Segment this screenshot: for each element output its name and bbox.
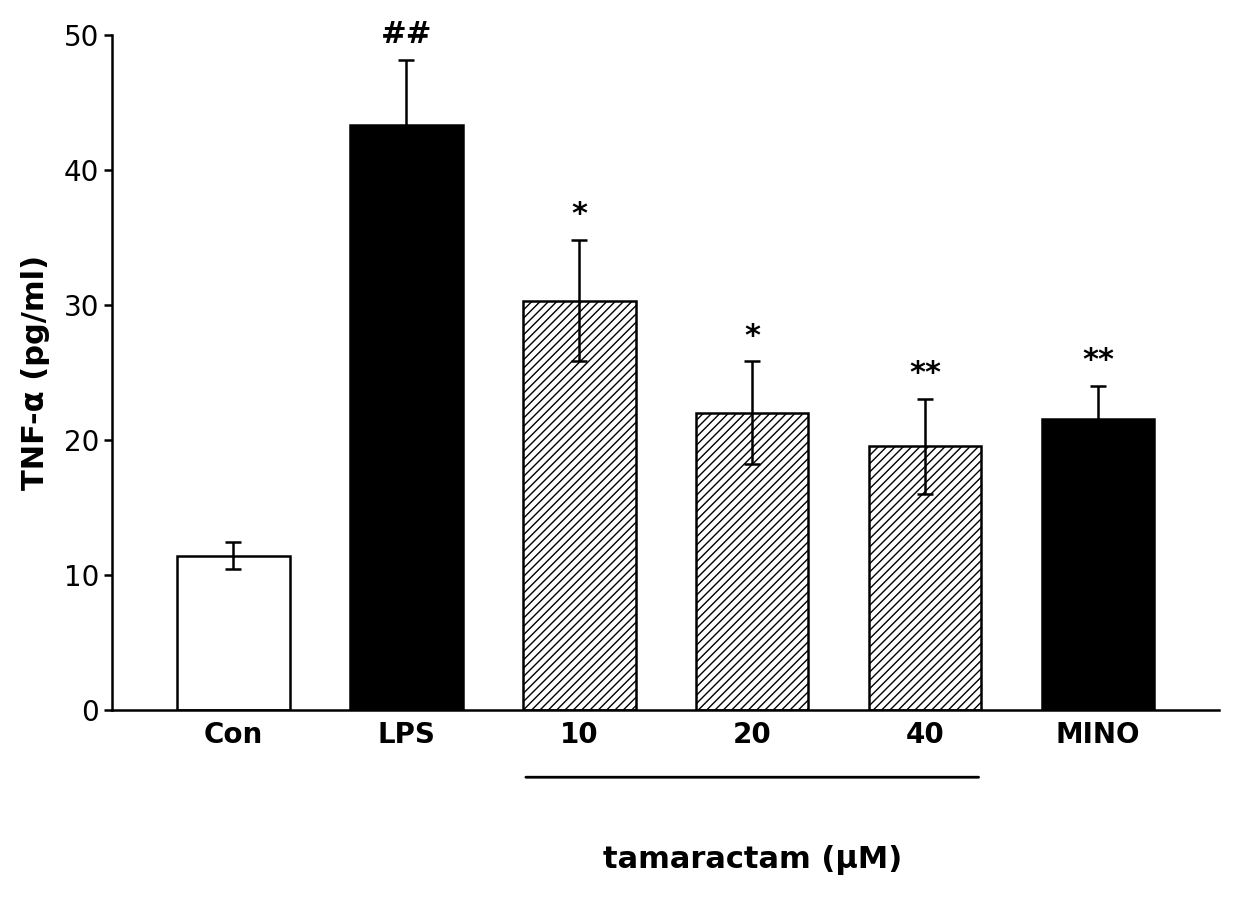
Text: *: * [744,322,760,351]
Text: tamaractam (μM): tamaractam (μM) [603,845,901,875]
Text: ##: ## [381,21,433,49]
Text: **: ** [1083,346,1114,375]
Bar [523,300,636,709]
Y-axis label: TNF-α (pg/ml): TNF-α (pg/ml) [21,254,50,490]
Text: **: ** [909,360,941,388]
Bar [1042,420,1154,709]
Bar [350,125,463,709]
Bar [177,556,290,709]
Bar [869,447,981,709]
Bar [696,413,808,709]
Text: *: * [572,200,588,229]
